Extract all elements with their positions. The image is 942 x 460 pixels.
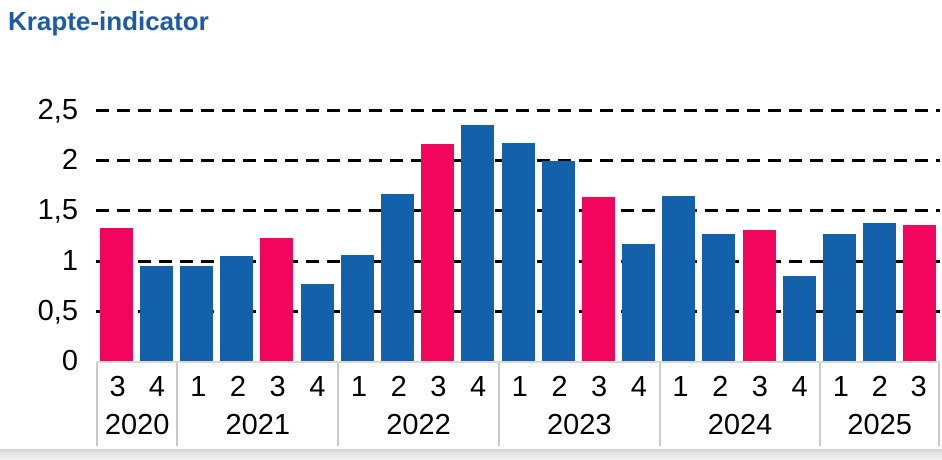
bar-2022-Q3	[421, 144, 454, 361]
bar-2021-Q2	[220, 256, 253, 361]
x-quarter-label-2020-Q3: 3	[109, 371, 126, 403]
footer-strip	[0, 449, 942, 460]
x-quarter-label-2023-Q1: 1	[511, 371, 528, 403]
x-quarter-label-2025-Q2: 2	[871, 371, 888, 403]
x-year-label-2022: 2022	[386, 409, 451, 441]
x-quarter-label-2020-Q4: 4	[148, 371, 165, 403]
gridline-2-5	[96, 109, 940, 112]
x-year-label-2020: 2020	[104, 409, 170, 441]
bar-2020-Q3	[100, 228, 133, 361]
bar-2020-Q4	[140, 266, 173, 361]
bar-2021-Q1	[180, 266, 213, 361]
bar-2024-Q1	[662, 196, 695, 361]
x-quarter-label-2022-Q4: 4	[469, 371, 487, 403]
bar-2021-Q4	[301, 284, 334, 361]
bar-2023-Q2	[542, 161, 575, 361]
bar-2024-Q3	[743, 230, 776, 361]
x-quarter-label-2025-Q1: 1	[832, 371, 849, 403]
bar-2021-Q3	[260, 238, 293, 361]
x-quarter-label-2022-Q2: 2	[390, 371, 407, 403]
bar-2025-Q1	[823, 234, 856, 361]
y-tick-label: 2	[61, 144, 78, 177]
x-quarter-label-2023-Q3: 3	[591, 371, 608, 403]
bar-2025-Q2	[863, 223, 896, 361]
chart-title: Krapte-indicator	[8, 6, 209, 36]
x-year-label-2023: 2023	[546, 409, 612, 441]
bar-2024-Q2	[702, 234, 735, 361]
y-tick-label: 1	[61, 244, 78, 277]
x-year-group-2023: 1 2 3 4 2023	[497, 363, 659, 446]
x-quarter-label-2022-Q1: 1	[350, 371, 368, 403]
x-year-label-2024: 2024	[707, 409, 773, 441]
x-quarter-label-2023-Q4: 4	[630, 371, 647, 403]
x-axis: 3 4 2020 1 2 3 4 2021 1 2 3 4 2022 1 2 3 4 2023 1 2 3 4 2024 1 2…	[96, 361, 940, 446]
bar-2022-Q2	[381, 194, 414, 361]
y-tick-label: 0	[61, 345, 78, 377]
y-tick-label: 1,5	[37, 194, 78, 227]
x-year-group-2024: 1 2 3 4 2024	[658, 363, 820, 446]
bar-2022-Q1	[341, 255, 374, 361]
x-year-group-2022: 1 2 3 4 2022	[337, 363, 498, 446]
y-tick-label: 2,5	[37, 94, 78, 126]
x-year-group-2021: 1 2 3 4 2021	[176, 363, 337, 446]
x-quarter-label-2024-Q4: 4	[791, 371, 808, 403]
x-quarter-label-2021-Q4: 4	[309, 371, 326, 403]
bar-2024-Q4	[783, 276, 816, 361]
x-year-label-2021: 2021	[225, 409, 290, 441]
x-year-group-2020: 3 4 2020	[96, 363, 176, 446]
x-quarter-label-2023-Q2: 2	[551, 371, 568, 403]
y-tick-label: 0,5	[37, 294, 78, 327]
x-quarter-label-2021-Q2: 2	[229, 371, 246, 403]
x-year-label-2025: 2025	[847, 409, 912, 441]
x-quarter-label-2021-Q3: 3	[269, 371, 286, 403]
x-year-group-2025: 1 2 3 2025	[819, 363, 940, 446]
bar-2023-Q3	[582, 197, 615, 361]
x-quarter-label-2025-Q3: 3	[910, 371, 927, 403]
x-quarter-label-2024-Q3: 3	[751, 371, 768, 403]
x-quarter-label-2022-Q3: 3	[430, 371, 447, 403]
x-quarter-label-2024-Q2: 2	[712, 371, 729, 403]
bar-2022-Q4	[461, 125, 494, 361]
bar-2025-Q3	[903, 225, 936, 361]
x-quarter-label-2024-Q1: 1	[672, 371, 689, 403]
bar-2023-Q4	[622, 244, 655, 361]
x-quarter-label-2021-Q1: 1	[190, 371, 207, 403]
bar-2023-Q1	[502, 143, 535, 361]
